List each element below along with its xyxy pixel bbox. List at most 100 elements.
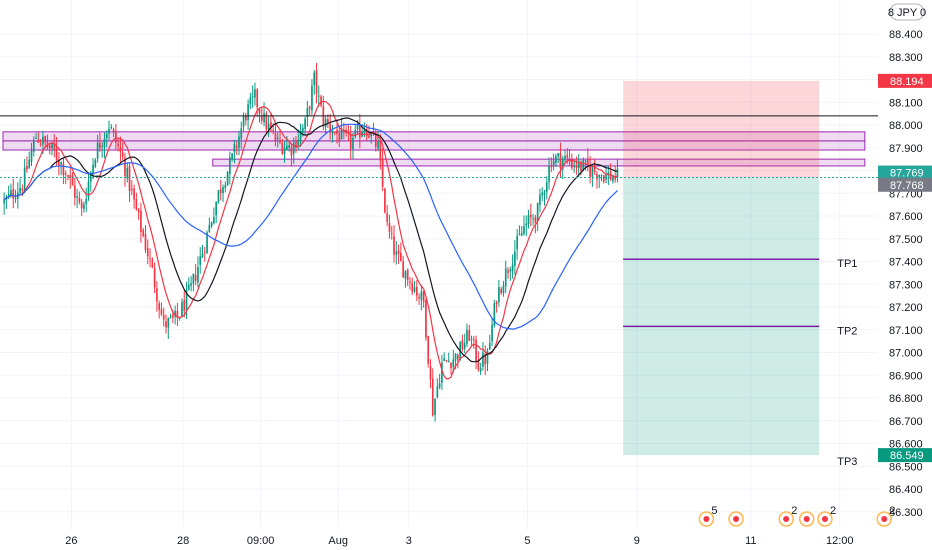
candle-body <box>422 291 425 302</box>
candle-body <box>425 299 427 338</box>
candle-body <box>614 176 617 180</box>
candle-body <box>420 291 423 300</box>
y-tick-label: 86.900 <box>889 370 923 382</box>
x-tick-label: Aug <box>328 535 348 547</box>
candle-body <box>263 113 265 123</box>
candle-body <box>105 134 108 139</box>
candle-body <box>591 166 594 178</box>
candle-body <box>130 189 133 191</box>
stop-loss-zone[interactable] <box>623 80 820 178</box>
candle-body <box>557 153 560 157</box>
candle-body <box>281 143 284 154</box>
candle-body <box>520 232 523 236</box>
take-profit-zone[interactable] <box>623 177 820 456</box>
candle-body <box>165 321 167 328</box>
horizontal-lines-layer <box>0 115 878 179</box>
candle-body <box>436 386 439 398</box>
resistance-zone[interactable] <box>2 140 866 151</box>
event-flag-icon <box>703 516 710 522</box>
time-axis[interactable]: 26 28 09:00 Aug 3 5 9 11 12:00 <box>65 535 853 547</box>
moving-average-line <box>3 117 618 363</box>
candle-body <box>55 148 58 161</box>
x-tick-label: 3 <box>406 535 412 547</box>
candle-body <box>502 285 505 293</box>
candle-body <box>379 140 382 161</box>
candle-body <box>532 218 534 220</box>
candle-body <box>598 174 601 178</box>
candle-body <box>226 171 229 186</box>
candle-body <box>616 168 619 178</box>
candle-body <box>566 154 569 158</box>
candle-body <box>23 167 26 191</box>
candle-body <box>137 208 140 213</box>
candle-body <box>181 302 183 318</box>
candle-body <box>256 89 259 108</box>
candle-body <box>89 172 92 182</box>
x-tick-label: 12:00 <box>826 535 854 547</box>
price-axis[interactable]: 88.40088.30088.20088.10088.00087.90087.8… <box>878 29 932 519</box>
candle-body <box>101 146 104 148</box>
candle-body <box>48 145 51 149</box>
candle-body <box>126 167 129 179</box>
candle-body <box>279 139 281 143</box>
event-flag-icon <box>881 516 888 522</box>
candle-body <box>267 124 270 130</box>
x-tick-label: 5 <box>524 535 530 547</box>
event-flag-icon <box>821 516 828 522</box>
candle-body <box>260 115 263 121</box>
candle-body <box>463 343 466 349</box>
candle-body <box>301 127 304 133</box>
candle-body <box>327 119 329 124</box>
candle-body <box>365 129 368 137</box>
candle-body <box>454 353 457 361</box>
candle-body <box>160 309 163 315</box>
y-tick-label: 87.000 <box>889 348 923 360</box>
candle-body <box>308 106 311 109</box>
candle-body <box>545 182 548 192</box>
y-tick-label: 86.600 <box>889 439 923 451</box>
short-position-tool[interactable]: TP1 TP2 TP3 <box>623 80 857 468</box>
candle-body <box>550 164 553 168</box>
candle-body <box>498 286 500 303</box>
candle-body <box>536 203 539 222</box>
candle-body <box>124 157 126 177</box>
candle-body <box>276 137 279 140</box>
candle-body <box>183 299 186 311</box>
candle-body <box>76 196 78 198</box>
y-tick-label: 88.400 <box>889 29 923 41</box>
candle-body <box>222 187 224 194</box>
price-tag <box>878 448 932 463</box>
y-tick-label: 86.500 <box>889 461 923 473</box>
candle-body <box>349 133 352 149</box>
resistance-zone[interactable] <box>212 158 866 167</box>
y-tick-label: 87.600 <box>889 211 923 223</box>
candle-body <box>559 152 562 169</box>
candle-body <box>3 199 5 204</box>
candle-body <box>354 129 357 137</box>
candle-body <box>247 104 249 121</box>
candle-body <box>356 125 359 130</box>
candle-body <box>51 142 53 149</box>
candle-body <box>527 214 530 225</box>
candle-body <box>311 85 313 111</box>
candle-body <box>374 132 377 147</box>
y-tick-label: 87.200 <box>889 302 923 314</box>
y-tick-label: 86.400 <box>889 484 923 496</box>
candle-body <box>573 165 575 167</box>
event-count: 2 <box>889 505 895 517</box>
y-tick-label: 86.800 <box>889 393 923 405</box>
candle-body <box>219 189 222 194</box>
candle-body <box>238 136 240 148</box>
candle-body <box>525 223 528 226</box>
candle-body <box>612 176 614 182</box>
moving-averages-layer <box>3 101 618 380</box>
candle-body <box>156 288 158 302</box>
candle-body <box>584 160 587 162</box>
candle-body <box>42 136 44 145</box>
candle-body <box>71 175 74 186</box>
candle-body <box>443 358 446 361</box>
candle-body <box>582 160 585 172</box>
candle-body <box>21 188 24 191</box>
candle-body <box>67 175 69 177</box>
